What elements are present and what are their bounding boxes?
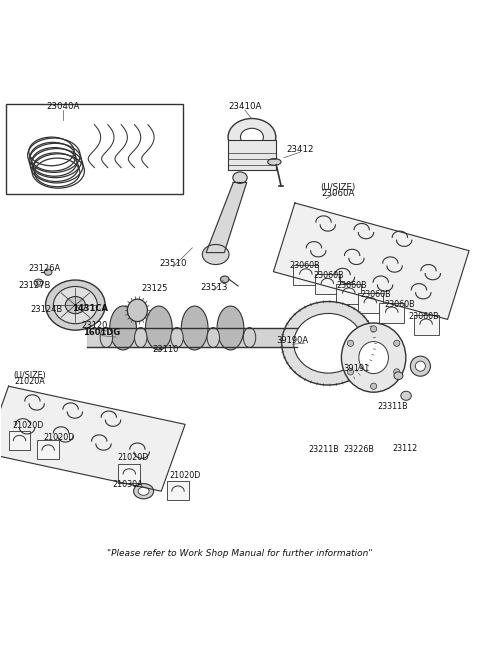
- Ellipse shape: [34, 279, 43, 286]
- Text: 23412: 23412: [286, 144, 313, 154]
- Text: 39191: 39191: [344, 364, 370, 373]
- FancyBboxPatch shape: [228, 140, 276, 169]
- Text: 23125: 23125: [141, 284, 168, 293]
- Text: 23060B: 23060B: [408, 312, 439, 321]
- Text: 1601DG: 1601DG: [83, 328, 120, 337]
- Ellipse shape: [65, 297, 85, 314]
- Ellipse shape: [145, 306, 172, 350]
- Ellipse shape: [394, 369, 400, 375]
- Ellipse shape: [202, 245, 229, 264]
- Text: 21030A: 21030A: [112, 480, 143, 489]
- Ellipse shape: [133, 483, 154, 499]
- Ellipse shape: [371, 383, 377, 389]
- Text: 23311B: 23311B: [377, 402, 408, 411]
- FancyBboxPatch shape: [9, 430, 31, 450]
- Text: 23513: 23513: [200, 283, 228, 292]
- FancyBboxPatch shape: [37, 440, 59, 459]
- Ellipse shape: [394, 340, 400, 346]
- Text: 21020D: 21020D: [12, 421, 43, 430]
- FancyBboxPatch shape: [167, 482, 189, 501]
- Ellipse shape: [44, 269, 52, 276]
- FancyBboxPatch shape: [379, 302, 404, 323]
- Ellipse shape: [348, 340, 354, 346]
- Text: 21020D: 21020D: [117, 453, 148, 462]
- Ellipse shape: [53, 287, 97, 323]
- Text: 23127B: 23127B: [19, 281, 51, 289]
- Ellipse shape: [220, 276, 229, 283]
- Text: 23040A: 23040A: [47, 102, 80, 111]
- Polygon shape: [206, 182, 247, 253]
- Ellipse shape: [134, 327, 147, 348]
- Text: 21020D: 21020D: [169, 472, 201, 480]
- Ellipse shape: [359, 342, 388, 373]
- Ellipse shape: [171, 327, 183, 348]
- FancyBboxPatch shape: [315, 274, 340, 294]
- Ellipse shape: [401, 391, 411, 400]
- Text: 23060A: 23060A: [321, 190, 355, 198]
- Ellipse shape: [282, 302, 375, 385]
- Ellipse shape: [138, 487, 149, 495]
- Ellipse shape: [394, 372, 403, 380]
- Ellipse shape: [127, 299, 147, 321]
- Ellipse shape: [294, 314, 363, 373]
- Ellipse shape: [240, 129, 264, 146]
- FancyBboxPatch shape: [293, 264, 318, 285]
- Text: 23410A: 23410A: [228, 102, 262, 111]
- FancyBboxPatch shape: [336, 283, 361, 304]
- Text: 23110: 23110: [153, 345, 179, 354]
- Text: 23060B: 23060B: [337, 281, 368, 289]
- Ellipse shape: [36, 281, 40, 284]
- Text: 23120: 23120: [81, 321, 108, 330]
- Polygon shape: [0, 386, 185, 491]
- Text: 23124B: 23124B: [31, 305, 63, 314]
- Ellipse shape: [341, 323, 406, 392]
- FancyBboxPatch shape: [358, 293, 383, 313]
- FancyBboxPatch shape: [414, 315, 439, 335]
- Ellipse shape: [181, 306, 208, 350]
- Ellipse shape: [348, 369, 354, 375]
- Text: 23060B: 23060B: [360, 290, 391, 299]
- Text: 21020D: 21020D: [43, 433, 74, 442]
- Ellipse shape: [110, 306, 136, 350]
- Text: 23126A: 23126A: [28, 264, 60, 273]
- Ellipse shape: [217, 306, 244, 350]
- Text: 23226B: 23226B: [344, 445, 375, 454]
- Ellipse shape: [233, 172, 247, 184]
- Text: 23060B: 23060B: [384, 300, 415, 308]
- FancyBboxPatch shape: [118, 464, 140, 483]
- Text: 23060B: 23060B: [289, 262, 320, 270]
- Text: "Please refer to Work Shop Manual for further information": "Please refer to Work Shop Manual for fu…: [107, 549, 373, 558]
- Text: (U/SIZE): (U/SIZE): [320, 183, 356, 192]
- Text: 23060B: 23060B: [313, 271, 344, 280]
- Text: 23510: 23510: [159, 259, 187, 268]
- Ellipse shape: [371, 326, 377, 332]
- FancyBboxPatch shape: [6, 104, 183, 194]
- Text: 1431CA: 1431CA: [72, 304, 108, 314]
- Ellipse shape: [46, 280, 105, 330]
- Polygon shape: [274, 203, 469, 319]
- Ellipse shape: [268, 159, 281, 165]
- Text: 23211B: 23211B: [308, 445, 339, 454]
- Ellipse shape: [410, 356, 431, 376]
- Text: 39190A: 39190A: [276, 337, 309, 346]
- Ellipse shape: [207, 327, 219, 348]
- Text: (U/SIZE): (U/SIZE): [13, 371, 47, 380]
- Ellipse shape: [228, 119, 276, 155]
- Ellipse shape: [415, 361, 425, 371]
- Ellipse shape: [243, 327, 256, 348]
- Ellipse shape: [100, 327, 113, 348]
- Text: 23112: 23112: [392, 443, 417, 453]
- Text: 21020A: 21020A: [15, 377, 46, 386]
